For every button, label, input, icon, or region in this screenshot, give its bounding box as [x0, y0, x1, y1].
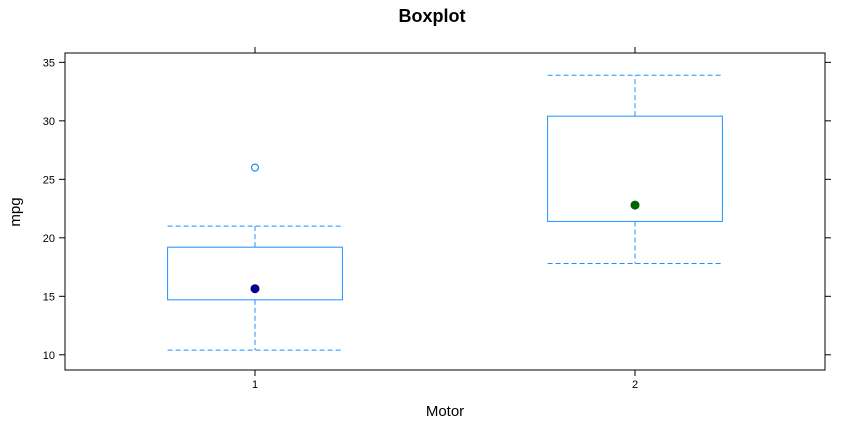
y-tick-label: 15 — [43, 291, 55, 303]
chart-title: Boxplot — [399, 6, 466, 26]
outlier-point — [250, 163, 260, 172]
plot-frame — [64, 52, 826, 371]
box-group-2 — [547, 74, 723, 265]
x-axis-label: Motor — [426, 403, 464, 420]
median-point — [250, 284, 260, 294]
y-axis: 10 15 20 25 30 35 — [43, 57, 831, 362]
y-tick-label: 30 — [43, 116, 55, 128]
y-tick-label: 20 — [43, 233, 55, 245]
y-axis-label: mpg — [7, 197, 24, 226]
x-tick-label: 2 — [632, 379, 638, 391]
y-tick-label: 25 — [43, 174, 55, 186]
y-tick-label: 10 — [43, 350, 55, 362]
x-tick-label: 1 — [252, 379, 258, 391]
y-tick-label: 35 — [43, 57, 55, 69]
median-point — [630, 200, 640, 210]
boxes-layer — [167, 74, 723, 351]
box-group-1 — [167, 163, 343, 351]
